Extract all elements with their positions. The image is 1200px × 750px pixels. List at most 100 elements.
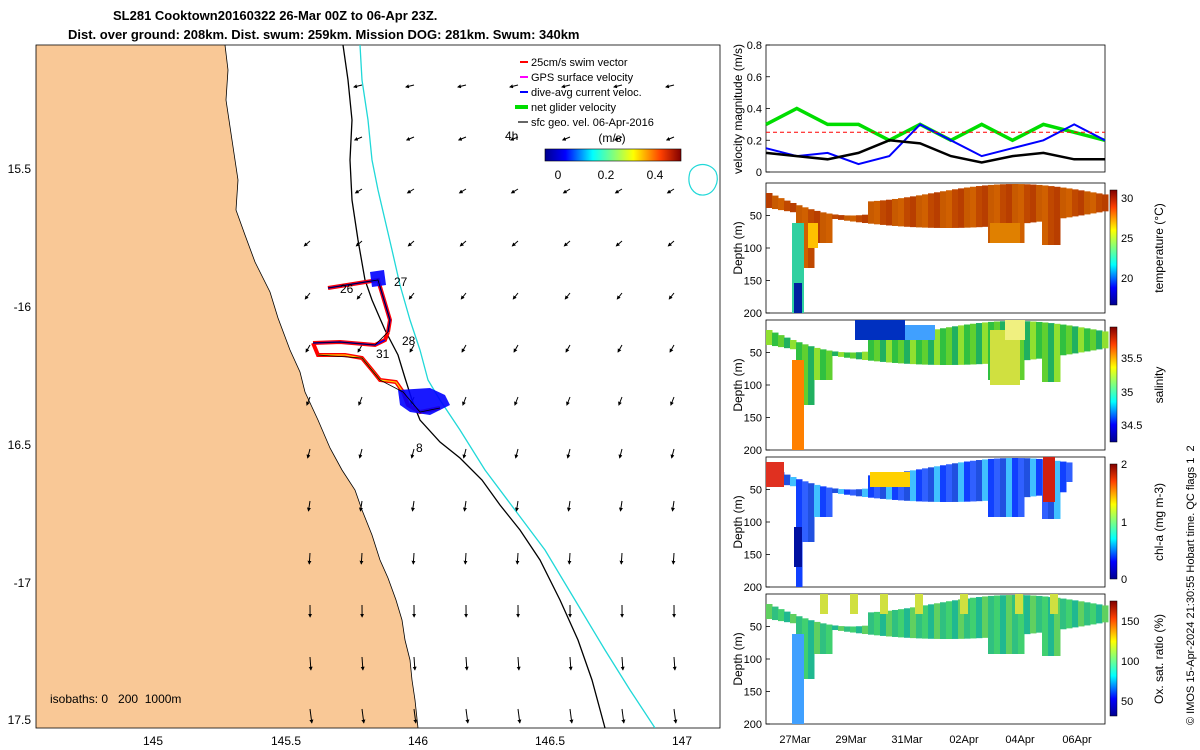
vector-arrow — [355, 240, 363, 247]
vector-arrow — [568, 656, 573, 671]
vector-arrow — [307, 552, 312, 565]
vector-arrow — [360, 656, 365, 671]
vector-arrow — [517, 708, 522, 724]
glider-track — [311, 270, 450, 415]
colorbar-tick-label: 2 — [1121, 459, 1127, 471]
day-label-8: 8 — [416, 441, 423, 455]
vector-arrow — [509, 136, 519, 141]
depth-tick-label: 50 — [750, 348, 762, 360]
vector-arrow — [613, 84, 623, 89]
vector-arrow — [567, 552, 572, 565]
vector-arrow — [356, 292, 363, 300]
vector-arrow — [513, 344, 519, 353]
vector-arrow — [463, 552, 468, 565]
depth-tick-label: 200 — [744, 308, 762, 320]
colorbar-label: chl-a (mg m-3) — [1152, 483, 1166, 561]
lon-tick: 146 — [408, 734, 428, 748]
vector-arrow — [357, 344, 363, 353]
isobaths-label: isobaths: 0 200 1000m — [50, 692, 181, 706]
reef-outline — [688, 163, 718, 196]
vector-arrow — [410, 448, 415, 459]
vector-arrow — [618, 396, 623, 406]
colorbar-label: temperature (°C) — [1152, 203, 1166, 293]
vector-arrow — [306, 396, 311, 406]
vector-arrow — [614, 188, 623, 194]
colorbar-tick-label: 150 — [1121, 616, 1139, 628]
time-tick: 06Apr — [1062, 734, 1092, 746]
lat-tick: 16.5 — [8, 438, 32, 452]
vector-arrow — [462, 396, 467, 406]
vector-arrow — [514, 448, 519, 459]
vector-arrow — [510, 188, 519, 194]
depth-tick-label: 100 — [744, 517, 762, 529]
vector-arrow — [409, 344, 415, 353]
vector-arrow — [669, 344, 675, 353]
vector-arrow — [460, 292, 467, 300]
map-colorbar-tick: 0 — [555, 168, 562, 182]
map-colorbar-tick: 0.4 — [647, 168, 664, 182]
vector-arrow — [309, 708, 314, 724]
isobath-1000m — [359, 45, 656, 728]
lon-tick: 147 — [672, 734, 692, 748]
vector-arrow — [405, 84, 415, 89]
time-axis: 27Mar 29Mar 31Mar 02Apr 04Apr 06Apr — [779, 734, 1092, 746]
land-area — [36, 45, 419, 728]
vector-arrow — [566, 500, 571, 512]
depth-tick-label: 50 — [750, 211, 762, 223]
depth-tick-label: 200 — [744, 445, 762, 457]
oxygen-panel: 50 100 150 200 Depth (m) 50 100 150 Ox. sat. rat… — [731, 593, 1166, 731]
colorbar-tick-label: 35 — [1121, 387, 1133, 399]
vector-arrow — [618, 448, 623, 459]
vector-arrow — [565, 344, 571, 353]
vector-arrow — [569, 708, 574, 724]
lat-tick: -16 — [14, 300, 32, 314]
vector-arrow — [308, 656, 313, 671]
vector-arrow — [458, 188, 467, 194]
map-panel: 26 27 28 31 8 4h 145 145.5 146 146.5 147… — [8, 44, 721, 748]
vector-arrow — [304, 292, 311, 300]
colorbar-tick-label: 20 — [1121, 273, 1133, 285]
legend-dive-avg-current: dive-avg current veloc. — [531, 87, 642, 99]
lat-tick: 17.5 — [8, 713, 32, 727]
vector-arrow — [511, 240, 519, 247]
vector-arrow — [457, 84, 467, 89]
map-colorbar — [544, 148, 682, 162]
depth-tick-label: 100 — [744, 243, 762, 255]
vector-arrow — [514, 396, 519, 406]
lat-tick: 15.5 — [8, 162, 32, 176]
velocity-tick-label: 0 — [756, 167, 762, 179]
lon-tick: 146.5 — [535, 734, 565, 748]
colorbar-tick-label: 50 — [1121, 696, 1133, 708]
vector-arrow — [464, 656, 469, 671]
title-line-2: Dist. over ground: 208km. Dist. swum: 25… — [68, 27, 580, 42]
vector-arrow — [665, 84, 675, 89]
vector-arrow — [354, 188, 363, 194]
depth-ylabel: Depth (m) — [731, 221, 745, 274]
vector-arrow — [516, 656, 521, 671]
colorbar-tick-label: 25 — [1121, 233, 1133, 245]
vector-arrow — [358, 396, 363, 406]
vector-arrow — [408, 292, 415, 300]
depth-tick-label: 50 — [750, 485, 762, 497]
vector-arrow — [406, 188, 415, 194]
vector-arrow — [615, 240, 623, 247]
temperature-panel: 50 100 150 200 Depth (m) 20 25 30 temperature (°… — [731, 182, 1166, 320]
velocity-tick-label: 0.4 — [747, 104, 762, 116]
day-label-27: 27 — [394, 275, 408, 289]
velocity-tick-label: 0.8 — [747, 40, 762, 52]
vector-arrow — [509, 84, 519, 89]
day-label-4h: 4h — [505, 129, 518, 143]
depth-tick-label: 200 — [744, 719, 762, 731]
imos-credit: © IMOS 15-Apr-2024 21:30:55 Hobart time.… — [1185, 445, 1197, 725]
colorbar-tick-label: 30 — [1121, 193, 1133, 205]
title-line-1: SL281 Cooktown20160322 26-Mar 00Z to 06-… — [113, 8, 437, 23]
vector-arrow — [562, 188, 571, 194]
colorbar-label: salinity — [1152, 367, 1166, 404]
vector-arrow — [465, 708, 470, 724]
vector-arrow — [671, 552, 676, 565]
map-colorbar-title: (m/s) — [598, 131, 625, 145]
vector-arrow — [512, 292, 519, 300]
colorbar-label: Ox. sat. ratio (%) — [1152, 614, 1166, 704]
vector-arrow — [564, 292, 571, 300]
time-tick: 27Mar — [779, 734, 811, 746]
